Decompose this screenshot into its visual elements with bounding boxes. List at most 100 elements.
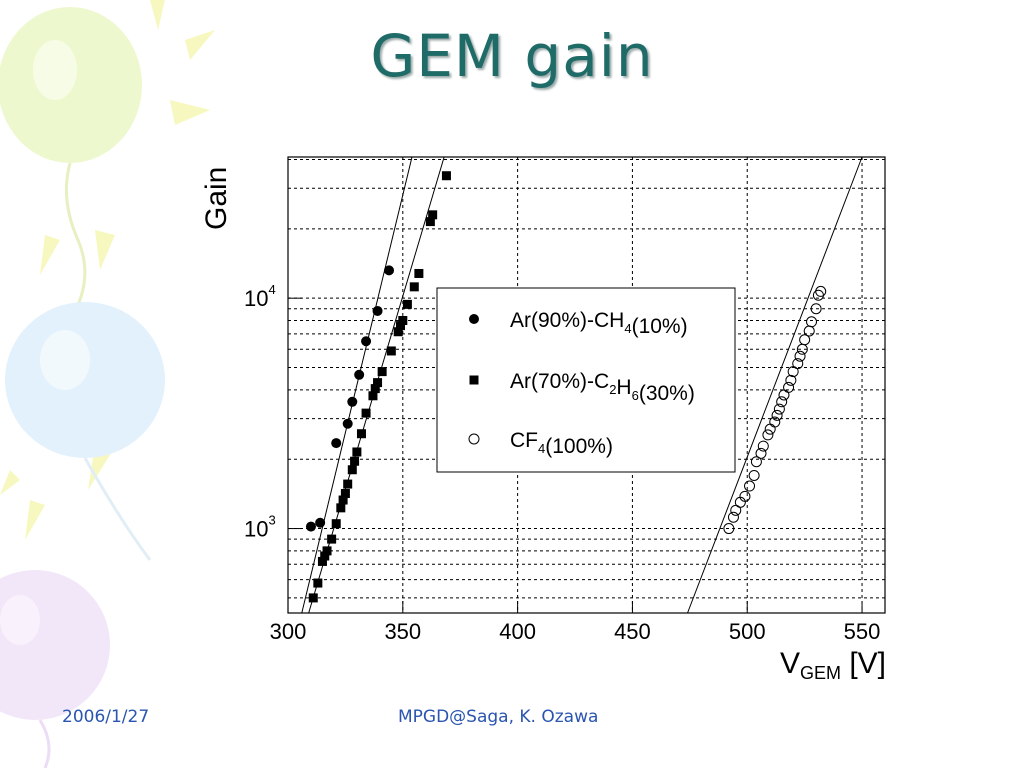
legend-label-2: CF4(100%) (510, 429, 613, 458)
data-point-series-1 (368, 391, 378, 401)
data-point-series-0 (342, 418, 353, 429)
x-tick-label: 400 (499, 619, 536, 644)
footer-presenter: MPGD@Saga, K. Ozawa (398, 707, 599, 727)
data-point-series-1 (377, 367, 387, 377)
y-tick-label: 104 (244, 282, 276, 311)
x-tick-label: 500 (729, 619, 766, 644)
data-point-series-2 (727, 511, 739, 523)
data-point-series-2 (755, 447, 767, 459)
balloon-decoration-green (0, 7, 142, 321)
data-point-series-2 (792, 358, 804, 370)
data-point-series-1 (425, 217, 435, 227)
x-tick-label: 350 (384, 619, 421, 644)
x-axis-ticks: 300 350 400 450 500 550 (270, 601, 881, 644)
x-axis-label: VGEM [V] (780, 647, 886, 683)
data-point-series-1 (343, 479, 353, 489)
data-point-series-1 (308, 593, 318, 603)
data-point-series-1 (313, 578, 323, 588)
data-point-series-0 (315, 517, 326, 528)
legend-marker-0 (469, 314, 479, 324)
plot-frame (287, 156, 886, 614)
x-tick-label: 300 (270, 619, 307, 644)
data-point-series-2 (744, 480, 756, 492)
balloon-decoration-purple (0, 570, 110, 768)
data-point-series-1 (393, 327, 403, 337)
data-point-series-2 (778, 389, 790, 401)
legend-marker-2 (468, 433, 480, 445)
data-point-series-1 (386, 346, 396, 356)
data-point-series-1 (336, 503, 346, 513)
data-point-series-1 (396, 321, 406, 331)
data-point-series-0 (361, 336, 372, 347)
data-point-series-1 (428, 210, 438, 220)
footer-date: 2006/1/27 (62, 707, 150, 727)
data-point-series-0 (354, 369, 365, 380)
x-axis-label-subscript: GEM (800, 663, 841, 683)
data-point-series-2 (794, 350, 806, 362)
data-point-series-1 (338, 495, 348, 505)
data-point-series-2 (757, 440, 769, 452)
data-point-series-1 (409, 282, 419, 292)
legend-label-0: Ar(90%)-CH4(10%) (510, 309, 688, 338)
data-point-series-1 (322, 546, 332, 556)
x-axis-label-main: V (780, 647, 800, 680)
data-point-series-2 (785, 374, 797, 386)
sun-rays-decoration (0, 0, 215, 540)
legend-label-1: Ar(70%)-C2H6(30%) (510, 370, 695, 405)
x-tick-label: 550 (844, 619, 881, 644)
data-point-series-2 (764, 423, 776, 435)
data-point-series-0 (305, 521, 316, 532)
data-point-series-1 (350, 456, 360, 466)
data-point-series-1 (317, 556, 327, 566)
data-point-series-2 (739, 490, 751, 502)
data-point-series-1 (356, 429, 366, 439)
y-tick-label: 103 (244, 513, 276, 542)
data-point-series-1 (373, 378, 383, 388)
data-point-series-2 (806, 316, 818, 328)
data-point-series-2 (815, 285, 827, 297)
x-axis-label-unit: [V] (841, 647, 886, 680)
data-point-series-2 (799, 334, 811, 346)
data-point-series-2 (769, 416, 781, 428)
balloon-decoration-blue (5, 302, 165, 561)
chart-legend: Ar(90%)-CH4(10%) Ar(70%)-C2H6(30%) CF4(100… (436, 287, 736, 473)
data-point-series-1 (414, 268, 424, 278)
data-point-series-1 (327, 534, 337, 544)
data-point-series-0 (347, 396, 358, 407)
data-point-series-0 (384, 265, 395, 276)
data-point-series-1 (398, 316, 408, 326)
data-point-series-2 (771, 409, 783, 421)
legend-box (436, 287, 736, 473)
data-point-series-1 (347, 465, 357, 475)
data-point-series-1 (361, 408, 371, 418)
data-point-series-1 (331, 519, 341, 529)
x-tick-label: 450 (614, 619, 651, 644)
fit-line-0 (301, 156, 413, 614)
data-point-series-2 (776, 396, 788, 408)
y-axis-label: Gain (200, 167, 233, 230)
data-point-series-1 (441, 171, 451, 181)
data-point-series-2 (762, 429, 774, 441)
data-point-series-1 (320, 551, 330, 561)
data-point-series-1 (370, 384, 380, 394)
data-point-series-2 (812, 289, 824, 301)
data-point-series-2 (803, 325, 815, 337)
data-markers (305, 171, 827, 603)
data-point-series-2 (810, 303, 822, 315)
slide-title: GEM gain (370, 22, 654, 90)
data-point-series-2 (748, 469, 760, 481)
data-point-series-0 (331, 438, 342, 449)
y-axis-ticks: 103 104 (244, 282, 302, 542)
fit-line-2 (687, 156, 863, 614)
data-point-series-2 (773, 403, 785, 415)
data-point-series-2 (750, 456, 762, 468)
data-point-series-2 (783, 381, 795, 393)
data-point-series-1 (340, 488, 350, 498)
legend-marker-1 (469, 375, 479, 385)
data-point-series-1 (402, 299, 412, 309)
data-point-series-0 (372, 305, 383, 316)
data-point-series-2 (723, 523, 735, 535)
data-point-series-1 (352, 447, 362, 457)
